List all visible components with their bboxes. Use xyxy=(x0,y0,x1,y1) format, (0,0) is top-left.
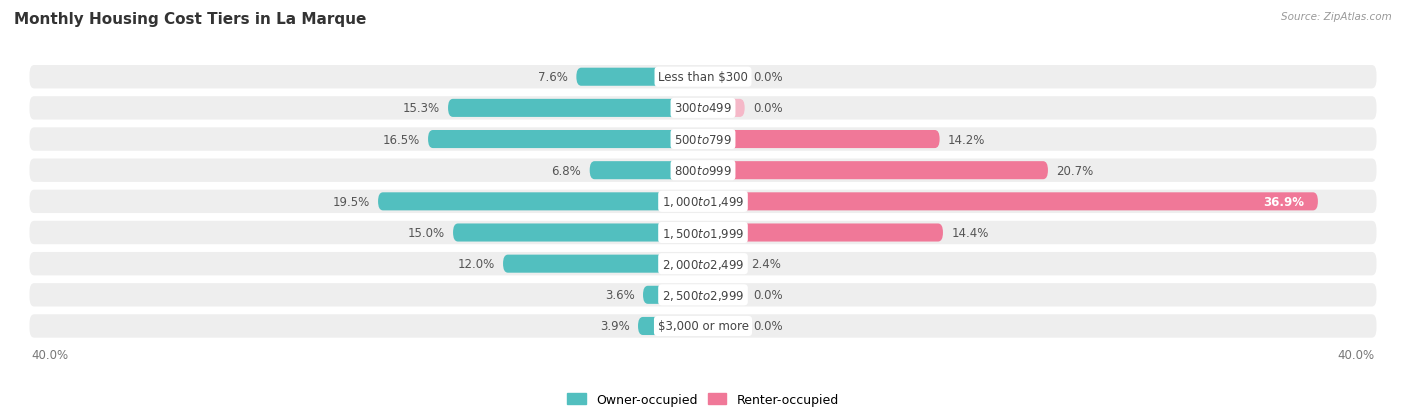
FancyBboxPatch shape xyxy=(703,162,1047,180)
Text: 40.0%: 40.0% xyxy=(1337,349,1375,361)
Text: $1,000 to $1,499: $1,000 to $1,499 xyxy=(662,195,744,209)
Text: 12.0%: 12.0% xyxy=(457,258,495,271)
Text: 0.0%: 0.0% xyxy=(754,102,783,115)
Text: $800 to $999: $800 to $999 xyxy=(673,164,733,177)
Text: 15.0%: 15.0% xyxy=(408,226,444,240)
FancyBboxPatch shape xyxy=(28,127,1378,153)
FancyBboxPatch shape xyxy=(453,224,703,242)
FancyBboxPatch shape xyxy=(703,255,742,273)
Text: 16.5%: 16.5% xyxy=(382,133,420,146)
FancyBboxPatch shape xyxy=(703,193,1317,211)
FancyBboxPatch shape xyxy=(638,317,703,335)
FancyBboxPatch shape xyxy=(703,224,943,242)
Text: 2.4%: 2.4% xyxy=(751,258,782,271)
FancyBboxPatch shape xyxy=(427,131,703,149)
Text: 15.3%: 15.3% xyxy=(402,102,440,115)
Text: $500 to $799: $500 to $799 xyxy=(673,133,733,146)
Text: 36.9%: 36.9% xyxy=(1264,195,1305,208)
Text: 19.5%: 19.5% xyxy=(332,195,370,208)
Text: 0.0%: 0.0% xyxy=(754,320,783,332)
Text: 40.0%: 40.0% xyxy=(31,349,69,361)
FancyBboxPatch shape xyxy=(643,286,703,304)
Text: $3,000 or more: $3,000 or more xyxy=(658,320,748,332)
FancyBboxPatch shape xyxy=(28,220,1378,246)
Text: Monthly Housing Cost Tiers in La Marque: Monthly Housing Cost Tiers in La Marque xyxy=(14,12,367,27)
Text: 3.9%: 3.9% xyxy=(600,320,630,332)
FancyBboxPatch shape xyxy=(703,317,745,335)
FancyBboxPatch shape xyxy=(703,100,745,118)
FancyBboxPatch shape xyxy=(703,131,939,149)
FancyBboxPatch shape xyxy=(28,158,1378,184)
FancyBboxPatch shape xyxy=(28,189,1378,215)
Text: 20.7%: 20.7% xyxy=(1056,164,1094,177)
FancyBboxPatch shape xyxy=(703,286,745,304)
Text: 0.0%: 0.0% xyxy=(754,71,783,84)
Text: $2,000 to $2,499: $2,000 to $2,499 xyxy=(662,257,744,271)
FancyBboxPatch shape xyxy=(449,100,703,118)
Text: $300 to $499: $300 to $499 xyxy=(673,102,733,115)
Text: $1,500 to $1,999: $1,500 to $1,999 xyxy=(662,226,744,240)
Text: 6.8%: 6.8% xyxy=(551,164,581,177)
FancyBboxPatch shape xyxy=(378,193,703,211)
FancyBboxPatch shape xyxy=(28,313,1378,339)
FancyBboxPatch shape xyxy=(576,69,703,87)
Text: Source: ZipAtlas.com: Source: ZipAtlas.com xyxy=(1281,12,1392,22)
FancyBboxPatch shape xyxy=(589,162,703,180)
Text: 7.6%: 7.6% xyxy=(538,71,568,84)
FancyBboxPatch shape xyxy=(503,255,703,273)
Text: 0.0%: 0.0% xyxy=(754,289,783,301)
Legend: Owner-occupied, Renter-occupied: Owner-occupied, Renter-occupied xyxy=(562,388,844,411)
FancyBboxPatch shape xyxy=(703,69,745,87)
Text: $2,500 to $2,999: $2,500 to $2,999 xyxy=(662,288,744,302)
Text: 14.4%: 14.4% xyxy=(952,226,988,240)
Text: 14.2%: 14.2% xyxy=(948,133,986,146)
FancyBboxPatch shape xyxy=(28,251,1378,277)
Text: Less than $300: Less than $300 xyxy=(658,71,748,84)
Text: 3.6%: 3.6% xyxy=(605,289,634,301)
FancyBboxPatch shape xyxy=(28,64,1378,90)
FancyBboxPatch shape xyxy=(28,282,1378,308)
FancyBboxPatch shape xyxy=(28,95,1378,122)
